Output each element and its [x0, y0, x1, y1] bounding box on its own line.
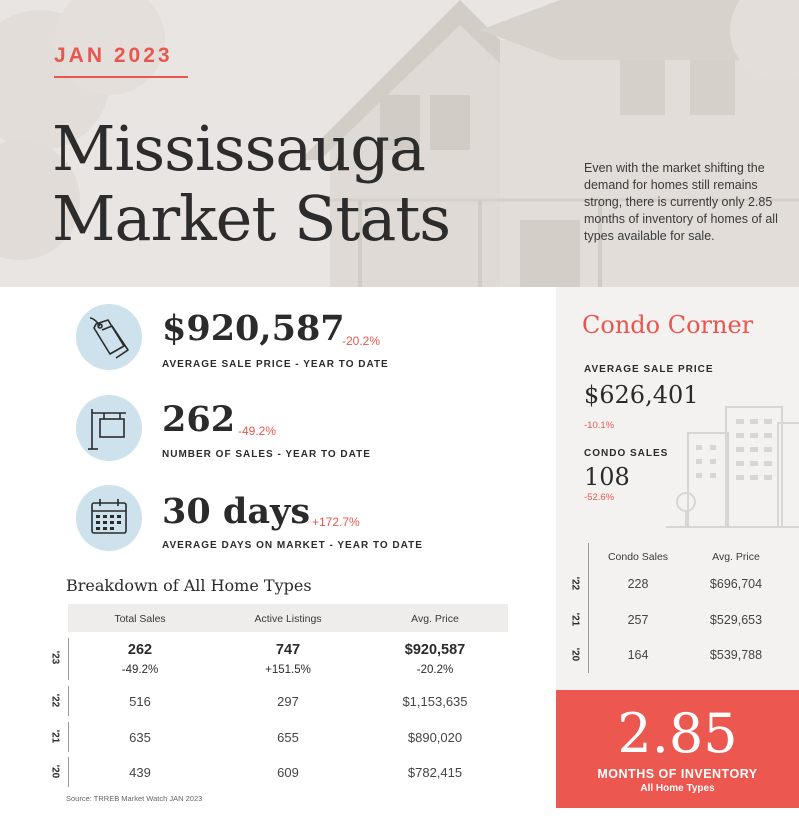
condo-table-cell-avg-price: $539,788 — [709, 648, 763, 662]
condo-row-year-label: '22 — [569, 576, 581, 591]
price-tags-icon — [89, 317, 129, 359]
stat-icon-circle — [76, 395, 142, 461]
house-background-image — [0, 0, 799, 287]
column-header-avg-price: Avg. Price — [411, 613, 459, 625]
title-line-1: Mississauga — [52, 112, 426, 185]
table-cell-avg-price: $1,153,635 — [402, 694, 468, 709]
page-title: Mississauga Market Stats — [52, 112, 451, 255]
date-underline — [54, 76, 188, 78]
table-cell-active-listings: 297 — [277, 694, 299, 709]
condo-avg-price-change: -10.1% — [584, 420, 615, 431]
table-cell-avg-price: $890,020 — [407, 730, 463, 745]
condo-table-cell-sales: 164 — [627, 648, 649, 662]
stat-icon-circle — [76, 304, 142, 370]
condo-buildings-icon — [666, 406, 799, 528]
calendar-icon — [91, 499, 127, 534]
row-year-label: '22 — [49, 693, 61, 708]
row-divider — [68, 722, 69, 752]
condo-corner-panel — [556, 287, 799, 690]
inventory-value: 2.85 — [617, 702, 738, 765]
stat-caption: NUMBER OF SALES - YEAR TO DATE — [162, 449, 371, 460]
table-cell-avg-price-change: -20.2% — [416, 664, 454, 676]
breakdown-header-row — [68, 604, 508, 632]
condo-table-cell-sales: 228 — [627, 577, 649, 591]
condo-column-header-sales: Condo Sales — [607, 551, 669, 563]
breakdown-title: Breakdown of All Home Types — [66, 576, 312, 595]
condo-column-header-avg-price: Avg. Price — [712, 551, 760, 563]
table-cell-avg-price: $782,415 — [407, 765, 463, 780]
intro-paragraph: Even with the market shifting the demand… — [584, 161, 778, 243]
table-cell-active-listings: 609 — [277, 765, 299, 780]
row-year-label: '23 — [49, 650, 61, 665]
report-date: JAN 2023 — [54, 44, 173, 67]
stat-icon-circle — [76, 485, 142, 551]
stat-value: $920,587 — [162, 308, 345, 349]
stat-change: -20.2% — [342, 334, 381, 348]
condo-sales-change: -52.6% — [584, 492, 615, 503]
stat-change: -49.2% — [238, 424, 277, 438]
inventory-sublabel: All Home Types — [640, 783, 715, 794]
for-sale-sign-icon — [88, 409, 126, 450]
condo-table-cell-sales: 257 — [627, 613, 649, 627]
condo-sales-value: 108 — [584, 463, 630, 491]
table-cell-total-sales: 516 — [129, 694, 151, 709]
condo-table-cell-avg-price: $529,653 — [709, 613, 763, 627]
condo-table-cell-avg-price: $696,704 — [709, 577, 763, 591]
condo-table-divider — [588, 543, 589, 673]
stat-caption: AVERAGE SALE PRICE - YEAR TO DATE — [162, 359, 389, 370]
stat-change: +172.7% — [312, 515, 360, 529]
condo-corner-title: Condo Corner — [582, 311, 754, 339]
row-year-label: '20 — [49, 764, 61, 779]
source-note: Source: TRREB Market Watch JAN 2023 — [66, 794, 203, 803]
condo-avg-price-value: $626,401 — [584, 381, 699, 409]
table-cell-active-listings-change: +151.5% — [265, 664, 311, 676]
inventory-label: MONTHS OF INVENTORY — [597, 767, 758, 781]
condo-sales-label: CONDO SALES — [584, 448, 669, 459]
row-year-label: '21 — [49, 729, 61, 744]
column-header-active-listings: Active Listings — [254, 613, 322, 625]
hero-banner: JAN 2023 Mississauga Market Stats Even w… — [0, 0, 799, 287]
table-cell-active-listings: 747 — [275, 642, 301, 658]
stat-value: 30 days — [162, 491, 311, 532]
row-divider — [68, 638, 69, 680]
stat-caption: AVERAGE DAYS ON MARKET - YEAR TO DATE — [162, 540, 423, 551]
table-cell-total-sales: 439 — [129, 765, 151, 780]
table-cell-total-sales: 262 — [127, 642, 153, 658]
table-cell-avg-price: $920,587 — [404, 642, 466, 658]
row-divider — [68, 686, 69, 716]
stat-value: 262 — [162, 399, 236, 440]
column-header-total-sales: Total Sales — [114, 613, 166, 625]
condo-row-year-label: '20 — [569, 647, 581, 662]
condo-avg-price-label: AVERAGE SALE PRICE — [584, 364, 714, 375]
title-line-2: Market Stats — [52, 182, 451, 255]
row-divider — [68, 757, 69, 787]
table-cell-total-sales-change: -49.2% — [121, 664, 159, 676]
inventory-callout: 2.85 MONTHS OF INVENTORY All Home Types — [556, 690, 799, 808]
condo-row-year-label: '21 — [569, 612, 581, 627]
table-cell-active-listings: 655 — [277, 730, 299, 745]
table-cell-total-sales: 635 — [129, 730, 151, 745]
